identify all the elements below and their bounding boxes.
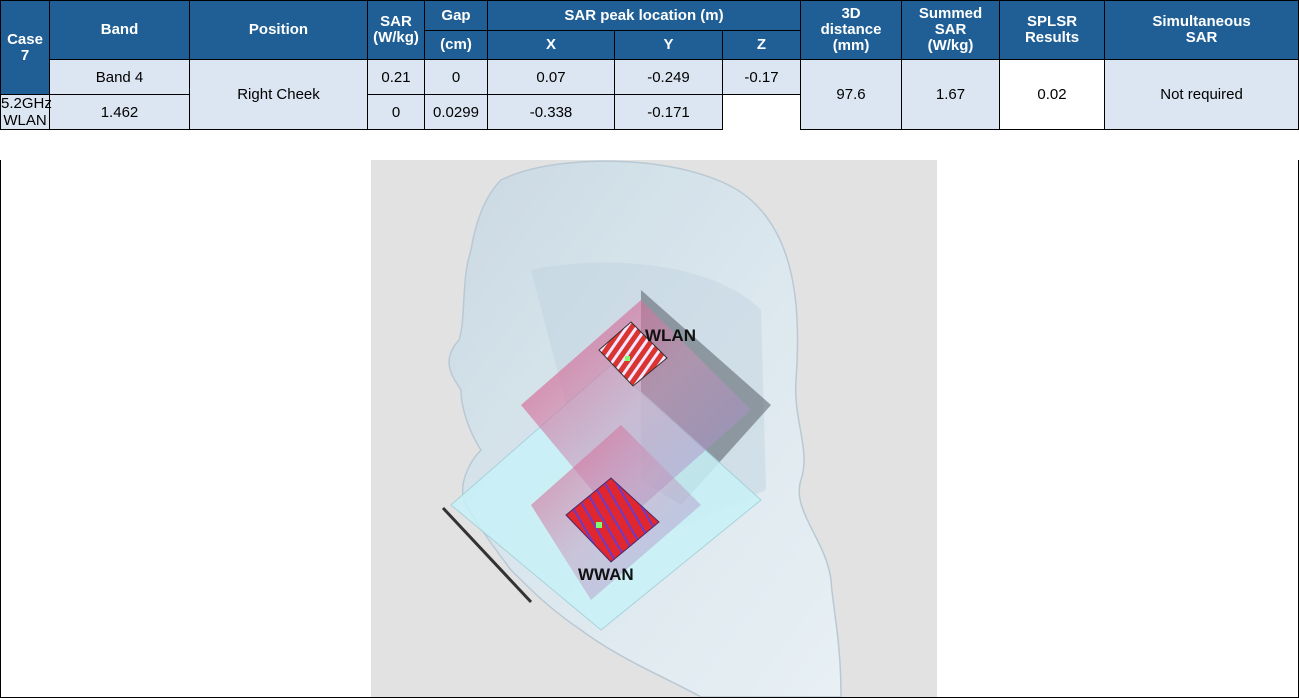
cell-x: 0.0299 bbox=[424, 94, 488, 130]
header-y: Y bbox=[614, 30, 723, 60]
header-sar-line2: (W/kg) bbox=[373, 29, 419, 46]
cell-z: -0.171 bbox=[614, 94, 723, 130]
header-position: Position bbox=[189, 0, 368, 60]
header-distance-line2: distance bbox=[820, 21, 882, 38]
sar-table: Case 7 Band Position SAR (W/kg) Gap SAR … bbox=[0, 0, 1299, 130]
header-sar-line1: SAR bbox=[380, 13, 412, 30]
head-model-illustration: WLAN WWAN bbox=[441, 160, 842, 697]
cell-sar: 1.462 bbox=[49, 94, 190, 130]
header-summed-line3: (W/kg) bbox=[927, 37, 974, 54]
header-distance-line3: (mm) bbox=[832, 37, 870, 54]
cell-position: Right Cheek bbox=[189, 59, 368, 130]
header-summed-line2: SAR bbox=[934, 21, 967, 38]
header-simul-line1: Simultaneous bbox=[1152, 13, 1251, 30]
figure-cell: WLAN WWAN bbox=[0, 160, 1299, 698]
header-simultaneous: Simultaneous SAR bbox=[1104, 0, 1299, 60]
header-summed-line1: Summed bbox=[918, 5, 983, 22]
cell-z: -0.17 bbox=[721, 59, 802, 95]
phone-edge bbox=[441, 506, 533, 604]
cell-summed-sar: 1.67 bbox=[901, 59, 1001, 130]
header-simul-line2: SAR bbox=[1185, 29, 1218, 46]
wlan-peak-marker bbox=[625, 356, 630, 361]
header-distance-line1: 3D bbox=[841, 5, 861, 22]
header-sar: SAR (W/kg) bbox=[367, 0, 425, 60]
label-wlan: WLAN bbox=[645, 326, 696, 345]
header-x: X bbox=[487, 30, 615, 60]
cell-gap: 0 bbox=[424, 59, 488, 95]
case-label: Case 7 bbox=[0, 0, 50, 95]
header-summed-sar: Summed SAR (W/kg) bbox=[901, 0, 1001, 60]
header-band: Band bbox=[49, 0, 190, 60]
cell-sar: 0.21 bbox=[367, 59, 425, 95]
cell-band: Band 4 bbox=[49, 59, 190, 95]
header-splsr-line2: Results bbox=[1024, 29, 1080, 46]
header-3d-distance: 3D distance (mm) bbox=[800, 0, 903, 60]
cell-gap: 0 bbox=[367, 94, 425, 130]
header-peak-location: SAR peak location (m) bbox=[486, 0, 802, 31]
wwan-peak-marker bbox=[596, 522, 602, 528]
cell-splsr: 0.02 bbox=[999, 59, 1106, 130]
cell-band: 5.2GHz WLAN bbox=[0, 94, 52, 130]
header-splsr-line1: SPLSR bbox=[1027, 13, 1078, 30]
header-gap-unit: (cm) bbox=[424, 30, 488, 60]
label-wwan: WWAN bbox=[578, 565, 634, 584]
head-sar-figure: WLAN WWAN bbox=[371, 160, 937, 697]
cell-y: -0.249 bbox=[614, 59, 723, 95]
header-splsr: SPLSR Results bbox=[999, 0, 1106, 60]
cell-y: -0.338 bbox=[487, 94, 615, 130]
wwan-hotspot bbox=[565, 477, 660, 563]
wlan-hotspot bbox=[598, 321, 668, 387]
header-z: Z bbox=[721, 30, 802, 60]
header-gap: Gap bbox=[424, 0, 488, 31]
cell-simultaneous: Not required bbox=[1104, 59, 1299, 130]
cell-x: 0.07 bbox=[487, 59, 615, 95]
cell-3d-distance: 97.6 bbox=[800, 59, 903, 130]
